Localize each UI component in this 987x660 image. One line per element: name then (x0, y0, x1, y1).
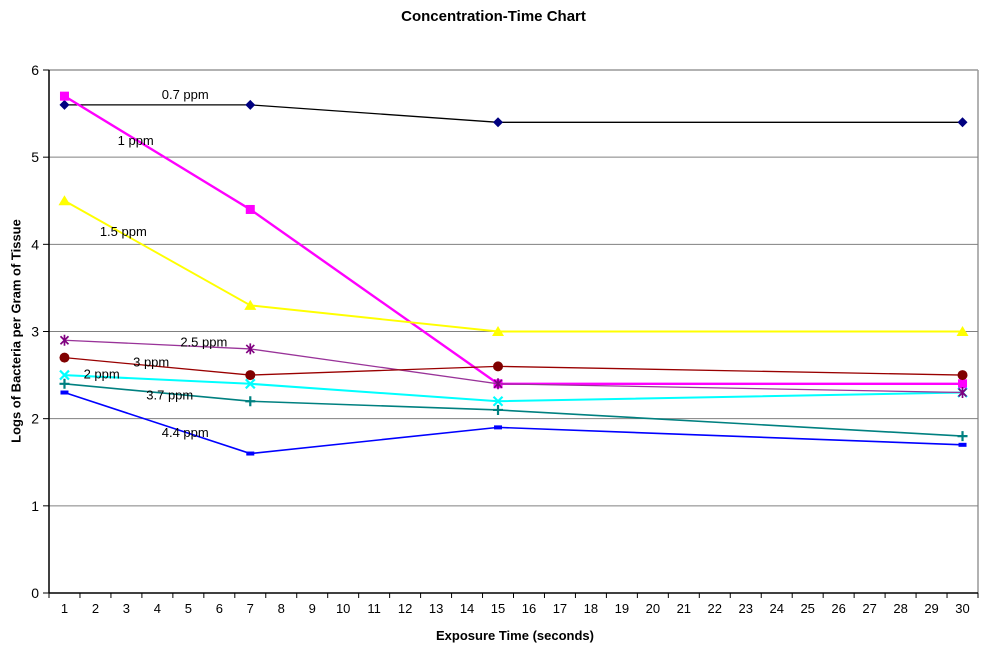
marker-plus-3.7-ppm-pt3 (493, 404, 504, 415)
marker-dash-4.4-ppm-pt1 (60, 390, 69, 395)
y-tick-label-3: 3 (31, 324, 39, 340)
x-axis-title: Exposure Time (seconds) (436, 628, 594, 643)
marker-star-2.5-ppm-pt4 (957, 387, 968, 399)
x-tick-label-1: 1 (61, 601, 68, 616)
marker-dash-4.4-ppm-pt2 (246, 451, 255, 456)
series-line-3-ppm (64, 357, 963, 376)
x-tick-label-15: 15 (491, 601, 505, 616)
marker-plus-3.7-ppm-pt4 (957, 431, 968, 442)
x-tick-label-17: 17 (553, 601, 567, 616)
marker-x-2-ppm-pt3 (492, 395, 504, 407)
chart-title: Concentration-Time Chart (401, 8, 586, 25)
series-label-3-ppm: 3 ppm (133, 355, 169, 370)
series-label-2.5-ppm: 2.5 ppm (180, 334, 227, 349)
marker-plus-3.7-ppm-pt2 (245, 396, 256, 407)
y-tick-label-0: 0 (31, 585, 39, 601)
marker-x-2-ppm-pt2 (245, 378, 256, 390)
marker-circle-3-ppm-pt4 (957, 370, 968, 381)
series-line-1-ppm (63, 95, 963, 385)
x-tick-label-14: 14 (460, 601, 474, 616)
marker-square-1-ppm-pt4 (958, 379, 968, 389)
x-tick-label-8: 8 (278, 601, 285, 616)
marker-triangle-1.5-ppm-pt1 (58, 195, 71, 206)
series-line-1.5-ppm (64, 199, 963, 333)
marker-circle-3-ppm-pt2 (245, 370, 256, 381)
series-label-2-ppm: 2 ppm (84, 367, 120, 382)
series-line-0.7-ppm (64, 104, 963, 123)
series-label-1.5-ppm: 1.5 ppm (100, 224, 147, 239)
marker-x-2-ppm-pt1 (59, 369, 70, 381)
marker-triangle-1.5-ppm-pt2 (244, 299, 257, 310)
x-tick-label-2: 2 (92, 601, 99, 616)
x-tick-label-13: 13 (429, 601, 443, 616)
series-label-3.7-ppm: 3.7 ppm (146, 388, 193, 403)
x-tick-label-28: 28 (893, 601, 907, 616)
marker-star-2.5-ppm-pt3 (493, 378, 503, 390)
series-line-4.4-ppm (64, 391, 963, 455)
marker-circle-3-ppm-pt1 (59, 352, 70, 363)
x-tick-label-7: 7 (247, 601, 254, 616)
x-tick-label-27: 27 (862, 601, 876, 616)
x-tick-label-9: 9 (309, 601, 316, 616)
x-tick-label-29: 29 (924, 601, 938, 616)
x-tick-label-12: 12 (398, 601, 412, 616)
series-line-2-ppm (64, 374, 963, 403)
marker-triangle-1.5-ppm-pt4 (956, 326, 969, 336)
x-tick-label-18: 18 (584, 601, 598, 616)
y-tick-label-4: 4 (31, 236, 39, 252)
marker-diamond-0.7-ppm-pt1 (59, 99, 70, 110)
x-tick-label-21: 21 (677, 601, 691, 616)
series-line-3.7-ppm (64, 383, 963, 437)
x-tick-label-5: 5 (185, 601, 192, 616)
series-label-1-ppm: 1 ppm (118, 133, 154, 148)
marker-dash-4.4-ppm-pt4 (958, 442, 967, 447)
x-tick-label-30: 30 (955, 601, 969, 616)
marker-circle-3-ppm-pt3 (493, 361, 504, 372)
x-tick-label-19: 19 (615, 601, 629, 616)
marker-square-1-ppm-pt1 (59, 91, 69, 101)
marker-square-1-ppm-pt2 (245, 204, 255, 214)
x-tick-label-26: 26 (831, 601, 845, 616)
marker-dash-4.4-ppm-pt3 (494, 425, 503, 430)
marker-star-2.5-ppm-pt2 (245, 343, 255, 355)
series-label-4.4-ppm: 4.4 ppm (162, 425, 209, 440)
x-tick-label-11: 11 (367, 601, 381, 616)
x-tick-label-4: 4 (154, 601, 161, 616)
series-line-2.5-ppm (64, 339, 963, 394)
x-tick-label-22: 22 (708, 601, 722, 616)
y-tick-label-6: 6 (31, 62, 39, 78)
x-tick-label-20: 20 (646, 601, 660, 616)
marker-diamond-0.7-ppm-pt3 (493, 117, 504, 128)
x-tick-label-6: 6 (216, 601, 223, 616)
y-tick-label-1: 1 (31, 498, 39, 514)
y-tick-label-5: 5 (31, 149, 39, 165)
x-tick-label-25: 25 (800, 601, 814, 616)
marker-star-2.5-ppm-pt1 (59, 334, 70, 346)
marker-diamond-0.7-ppm-pt2 (245, 99, 256, 110)
x-tick-label-3: 3 (123, 601, 130, 616)
x-tick-label-24: 24 (769, 601, 783, 616)
marker-triangle-1.5-ppm-pt3 (492, 326, 505, 336)
marker-plus-3.7-ppm-pt1 (59, 378, 70, 389)
marker-diamond-0.7-ppm-pt4 (957, 117, 968, 128)
x-tick-label-23: 23 (739, 601, 753, 616)
x-tick-label-16: 16 (522, 601, 536, 616)
x-tick-label-10: 10 (336, 601, 350, 616)
series-label-0.7-ppm: 0.7 ppm (162, 87, 209, 102)
y-tick-label-2: 2 (31, 411, 39, 427)
